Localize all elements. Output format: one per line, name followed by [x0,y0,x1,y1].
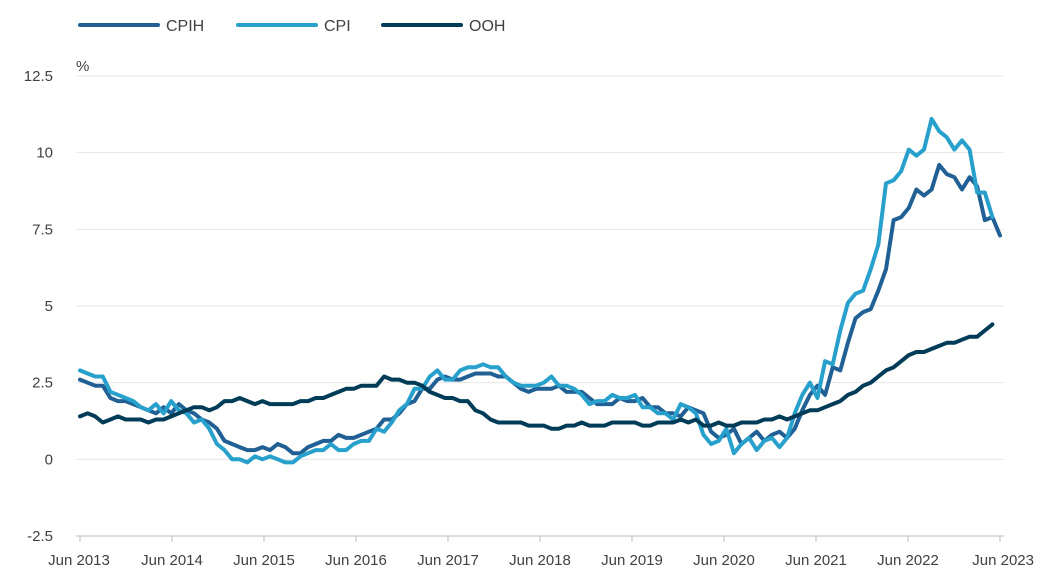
y-tick-label: 0 [45,451,53,468]
y-axis-ticks: -2.5 0 2.5 5 7.5 10 12.5 [24,68,53,545]
legend-label-cpi: CPI [324,18,351,35]
y-tick-label: 10 [36,145,53,162]
x-tick-label: Jun 2013 [48,552,110,569]
y-axis-unit-label: % [76,58,89,75]
series-line-cpih [78,162,1002,456]
x-tick-label: Jun 2023 [972,552,1034,569]
x-tick-label: Jun 2016 [325,552,387,569]
legend-label-cpih: CPIH [166,18,204,35]
x-tick-label: Jun 2018 [509,552,571,569]
series-line-ooh [78,322,995,431]
y-tick-label: -2.5 [27,528,53,545]
series-lines [78,116,1002,465]
x-tick-label: Jun 2015 [233,552,295,569]
gridlines [76,75,1004,460]
y-tick-label: 12.5 [24,68,53,85]
y-tick-label: 7.5 [32,221,53,238]
legend-label-ooh: OOH [469,18,505,35]
x-tick-label: Jun 2014 [141,552,203,569]
x-tick-label: Jun 2021 [785,552,847,569]
x-tick-label: Jun 2022 [877,552,939,569]
y-tick-label: 2.5 [32,375,53,392]
x-tick-label: Jun 2019 [601,552,663,569]
series-line-cpi [78,116,995,465]
x-axis: Jun 2013 Jun 2014 Jun 2015 Jun 2016 Jun 2017… [48,535,1034,569]
x-tick-label: Jun 2017 [417,552,479,569]
x-tick-label: Jun 2020 [693,552,755,569]
chart-legend: CPIH CPI OOH [78,18,505,35]
y-tick-label: 5 [45,298,53,315]
